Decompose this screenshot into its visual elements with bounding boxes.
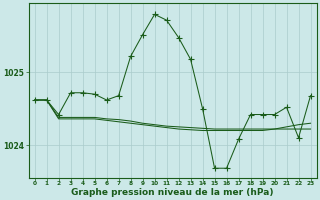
X-axis label: Graphe pression niveau de la mer (hPa): Graphe pression niveau de la mer (hPa) xyxy=(71,188,274,197)
